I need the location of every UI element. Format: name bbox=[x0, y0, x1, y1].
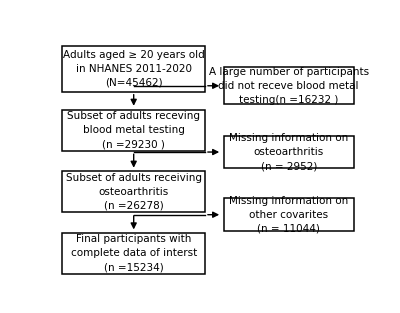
Text: Final participants with
complete data of interst
(n =15234): Final participants with complete data of… bbox=[70, 234, 197, 272]
FancyBboxPatch shape bbox=[62, 171, 205, 212]
Text: Adults aged ≥ 20 years old
in NHANES 2011-2020
(N=45462): Adults aged ≥ 20 years old in NHANES 201… bbox=[63, 50, 204, 88]
FancyBboxPatch shape bbox=[62, 110, 205, 151]
Text: Subset of adults receving
blood metal testing
(n =29230 ): Subset of adults receving blood metal te… bbox=[67, 111, 200, 149]
Text: Missing information on
osteoarthritis
(n = 2952): Missing information on osteoarthritis (n… bbox=[229, 133, 348, 171]
FancyBboxPatch shape bbox=[224, 198, 354, 231]
Text: A large number of participants
did not receve blood metal
testing(n =16232 ): A large number of participants did not r… bbox=[209, 67, 369, 105]
FancyBboxPatch shape bbox=[62, 233, 205, 274]
Text: Subset of adults receiving
osteoarthritis
(n =26278): Subset of adults receiving osteoarthriti… bbox=[66, 173, 202, 211]
FancyBboxPatch shape bbox=[224, 67, 354, 105]
FancyBboxPatch shape bbox=[62, 46, 205, 92]
Text: Missing information on
other covarites
(n = 11044): Missing information on other covarites (… bbox=[229, 196, 348, 234]
FancyBboxPatch shape bbox=[224, 136, 354, 168]
